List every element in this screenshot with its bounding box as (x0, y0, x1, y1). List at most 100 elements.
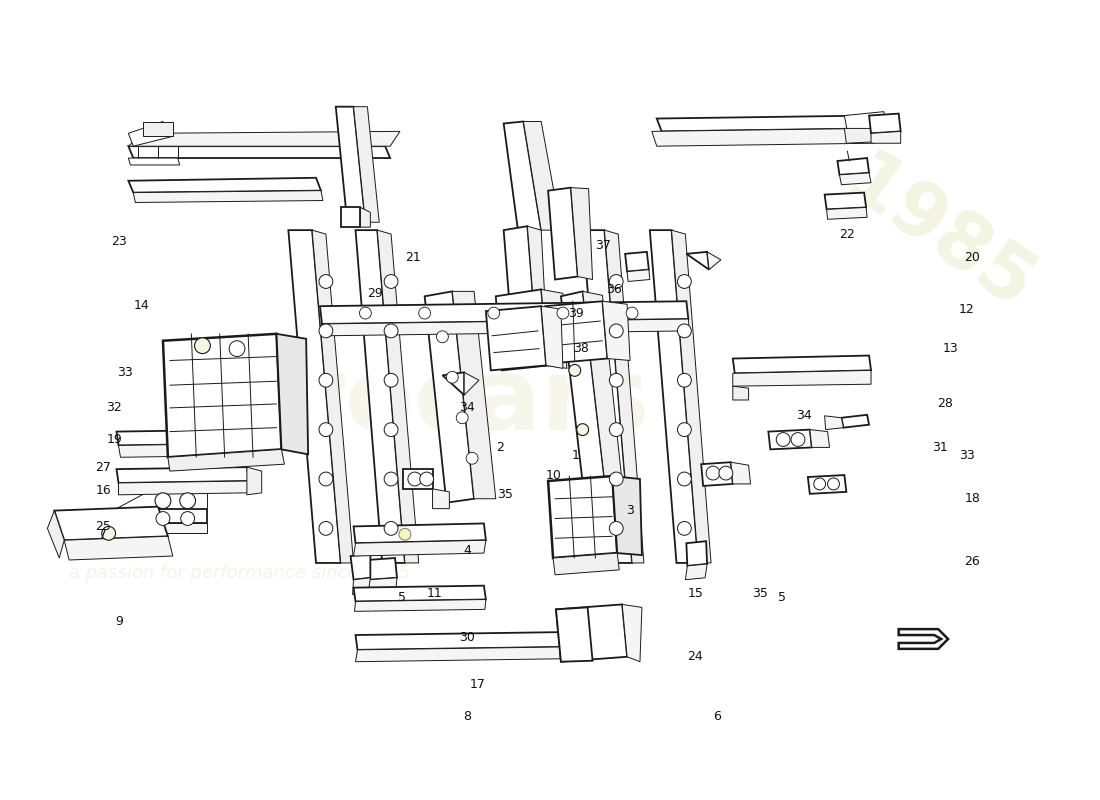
Polygon shape (826, 207, 867, 219)
Polygon shape (733, 386, 749, 400)
Polygon shape (845, 129, 887, 143)
Polygon shape (377, 230, 419, 563)
Circle shape (408, 472, 421, 486)
Circle shape (319, 422, 333, 437)
Text: 9: 9 (116, 614, 123, 628)
Text: 21: 21 (405, 251, 420, 264)
Circle shape (609, 374, 624, 387)
Polygon shape (54, 506, 168, 540)
Circle shape (609, 472, 624, 486)
Polygon shape (546, 302, 607, 363)
Polygon shape (143, 122, 173, 136)
Polygon shape (353, 578, 371, 594)
Polygon shape (117, 509, 208, 523)
Text: 20: 20 (965, 251, 980, 264)
Text: 24: 24 (688, 650, 703, 663)
Polygon shape (871, 131, 901, 143)
Circle shape (569, 365, 581, 376)
Text: 18: 18 (965, 492, 980, 506)
Circle shape (678, 472, 691, 486)
Circle shape (384, 324, 398, 338)
Polygon shape (524, 122, 561, 230)
Polygon shape (672, 230, 711, 563)
Polygon shape (768, 430, 812, 450)
Polygon shape (246, 467, 262, 495)
Polygon shape (839, 173, 871, 185)
Polygon shape (527, 226, 546, 305)
Text: 8: 8 (463, 710, 471, 722)
Polygon shape (556, 607, 593, 662)
Text: 39: 39 (568, 306, 584, 319)
Circle shape (319, 472, 333, 486)
Polygon shape (825, 416, 844, 430)
Text: 16: 16 (96, 484, 111, 498)
Polygon shape (129, 131, 400, 146)
Polygon shape (603, 302, 630, 361)
Polygon shape (561, 291, 604, 483)
Polygon shape (553, 553, 619, 575)
Polygon shape (583, 291, 623, 483)
Polygon shape (117, 430, 246, 446)
Text: 32: 32 (107, 402, 122, 414)
Polygon shape (117, 523, 208, 534)
Text: 29: 29 (367, 287, 383, 300)
Polygon shape (129, 122, 173, 146)
Text: 28: 28 (937, 398, 953, 410)
Circle shape (319, 374, 333, 387)
Circle shape (384, 274, 398, 289)
Polygon shape (320, 302, 689, 324)
Polygon shape (556, 605, 627, 662)
Text: 34: 34 (796, 410, 812, 422)
Polygon shape (129, 146, 390, 158)
Polygon shape (353, 523, 486, 543)
Polygon shape (685, 564, 707, 580)
Polygon shape (119, 481, 249, 495)
Polygon shape (623, 605, 642, 662)
Text: 33: 33 (959, 449, 975, 462)
Text: 26: 26 (965, 555, 980, 569)
Text: 3: 3 (626, 504, 634, 517)
Polygon shape (652, 129, 874, 146)
Circle shape (719, 466, 733, 480)
Polygon shape (733, 355, 871, 374)
Polygon shape (47, 510, 64, 558)
Circle shape (609, 324, 624, 338)
Polygon shape (807, 475, 846, 494)
Text: 36: 36 (606, 283, 621, 296)
Polygon shape (707, 252, 721, 270)
Circle shape (557, 307, 569, 319)
Text: 5: 5 (398, 591, 406, 604)
Circle shape (576, 424, 588, 435)
Circle shape (488, 307, 499, 319)
Polygon shape (686, 252, 710, 270)
Circle shape (360, 307, 372, 319)
Polygon shape (351, 554, 371, 580)
Circle shape (827, 478, 839, 490)
Polygon shape (504, 226, 534, 305)
Polygon shape (496, 290, 548, 370)
Polygon shape (322, 319, 690, 336)
Polygon shape (355, 230, 405, 563)
Polygon shape (845, 112, 886, 131)
Text: 14: 14 (133, 298, 150, 312)
Text: 5: 5 (778, 591, 786, 604)
Polygon shape (245, 430, 262, 458)
Text: 6: 6 (713, 710, 721, 722)
Text: 35: 35 (752, 587, 769, 600)
Text: 11: 11 (427, 587, 442, 600)
Circle shape (101, 526, 116, 540)
Text: 12: 12 (959, 302, 975, 316)
Polygon shape (548, 188, 578, 279)
Polygon shape (701, 462, 733, 486)
Circle shape (678, 374, 691, 387)
Polygon shape (288, 230, 341, 563)
Polygon shape (837, 158, 869, 175)
Circle shape (814, 478, 826, 490)
Circle shape (447, 371, 459, 383)
Polygon shape (276, 334, 308, 454)
Circle shape (678, 324, 691, 338)
Polygon shape (504, 122, 541, 234)
Polygon shape (604, 230, 644, 563)
Polygon shape (353, 540, 486, 556)
Polygon shape (353, 586, 486, 602)
